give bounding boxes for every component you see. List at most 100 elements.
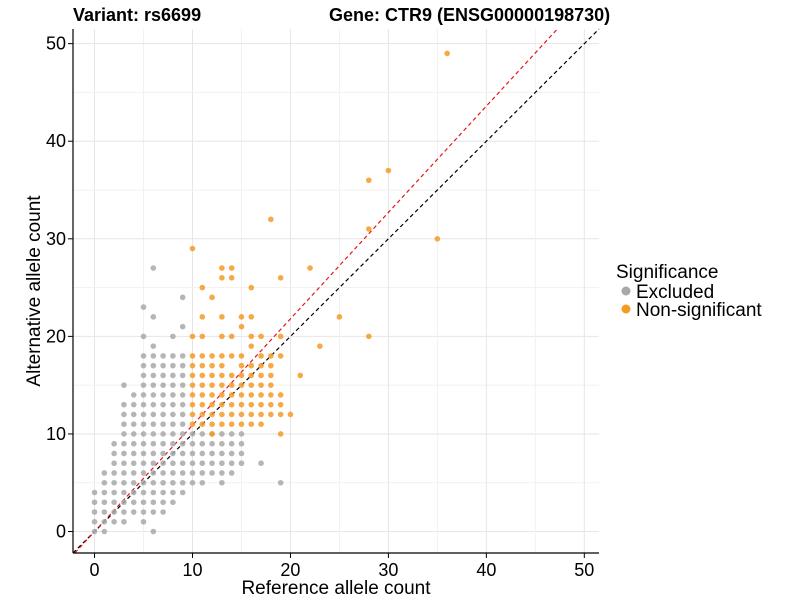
data-point — [189, 450, 196, 457]
data-point — [228, 470, 235, 476]
data-point — [209, 431, 215, 437]
data-point — [189, 245, 196, 252]
data-point — [219, 362, 225, 369]
data-point — [121, 450, 127, 457]
data-point — [179, 450, 186, 457]
series-excluded — [91, 265, 284, 535]
data-point — [170, 499, 176, 506]
data-point — [170, 421, 176, 427]
data-point — [189, 401, 196, 408]
data-point — [268, 362, 274, 369]
data-point — [189, 440, 196, 447]
data-point — [140, 362, 147, 369]
data-point — [228, 440, 235, 447]
data-point — [121, 470, 127, 476]
data-point — [150, 460, 157, 467]
data-point — [150, 362, 157, 369]
data-point — [228, 353, 235, 359]
data-point — [199, 450, 206, 457]
reference-lines — [72, 28, 600, 554]
data-point — [219, 382, 225, 388]
data-point — [199, 362, 206, 369]
data-point — [179, 421, 186, 427]
data-point — [238, 353, 245, 359]
data-point — [150, 411, 157, 418]
data-point — [121, 509, 127, 515]
data-point — [101, 470, 108, 476]
data-point — [170, 440, 176, 447]
data-point — [228, 401, 235, 408]
data-point — [179, 479, 186, 486]
data-point — [140, 460, 147, 467]
data-point — [130, 431, 137, 437]
data-point — [228, 333, 235, 340]
data-point — [189, 372, 196, 379]
data-point — [121, 518, 127, 525]
data-point — [130, 509, 137, 515]
data-point — [209, 294, 215, 301]
data-point — [170, 333, 176, 340]
data-point — [189, 382, 196, 388]
data-point — [160, 372, 166, 379]
data-point — [111, 460, 117, 467]
legend-title: Significance — [616, 262, 718, 283]
data-point — [209, 362, 215, 369]
data-point — [130, 401, 137, 408]
data-point — [199, 431, 206, 437]
data-point — [238, 440, 245, 447]
data-point — [277, 431, 284, 437]
data-point — [179, 323, 186, 330]
data-point — [101, 489, 108, 496]
axis-ticks: 0 10 20 30 40 50 0 10 20 30 40 50 — [46, 34, 594, 580]
data-point — [150, 314, 157, 320]
data-point — [287, 411, 294, 418]
data-point — [179, 392, 186, 398]
data-point — [209, 382, 215, 388]
data-point — [268, 401, 274, 408]
data-point — [101, 518, 108, 525]
data-point — [121, 382, 127, 388]
data-point — [140, 421, 147, 427]
data-point — [111, 470, 117, 476]
data-point — [258, 411, 264, 418]
data-point — [258, 372, 264, 379]
data-point — [170, 489, 176, 496]
data-point — [228, 372, 235, 379]
y-tick-label: 0 — [56, 522, 66, 542]
data-point — [101, 509, 108, 515]
data-point — [238, 450, 245, 457]
legend: Significance Excluded Non-significant — [616, 262, 762, 321]
data-point — [150, 489, 157, 496]
data-point — [91, 528, 98, 535]
data-point — [228, 275, 235, 281]
data-point — [277, 392, 284, 398]
data-point — [209, 372, 215, 379]
data-point — [248, 333, 255, 340]
data-point — [219, 353, 225, 359]
data-point — [160, 509, 166, 515]
data-point — [111, 479, 117, 486]
data-point — [248, 362, 255, 369]
data-point — [199, 333, 206, 340]
data-point — [160, 382, 166, 388]
data-point — [248, 411, 255, 418]
data-point — [366, 177, 372, 184]
data-point — [199, 460, 206, 467]
data-point — [101, 499, 108, 506]
data-point — [140, 411, 147, 418]
data-point — [91, 499, 98, 506]
data-point — [130, 489, 137, 496]
data-point — [228, 421, 235, 427]
data-point — [199, 382, 206, 388]
data-point — [238, 431, 245, 437]
data-point — [228, 460, 235, 467]
data-point — [160, 411, 166, 418]
data-point — [160, 440, 166, 447]
legend-swatch-non-significant — [621, 304, 631, 314]
y-tick-label: 30 — [46, 229, 66, 249]
data-point — [219, 411, 225, 418]
data-point — [179, 411, 186, 418]
data-point — [199, 284, 206, 291]
data-point — [199, 353, 206, 359]
